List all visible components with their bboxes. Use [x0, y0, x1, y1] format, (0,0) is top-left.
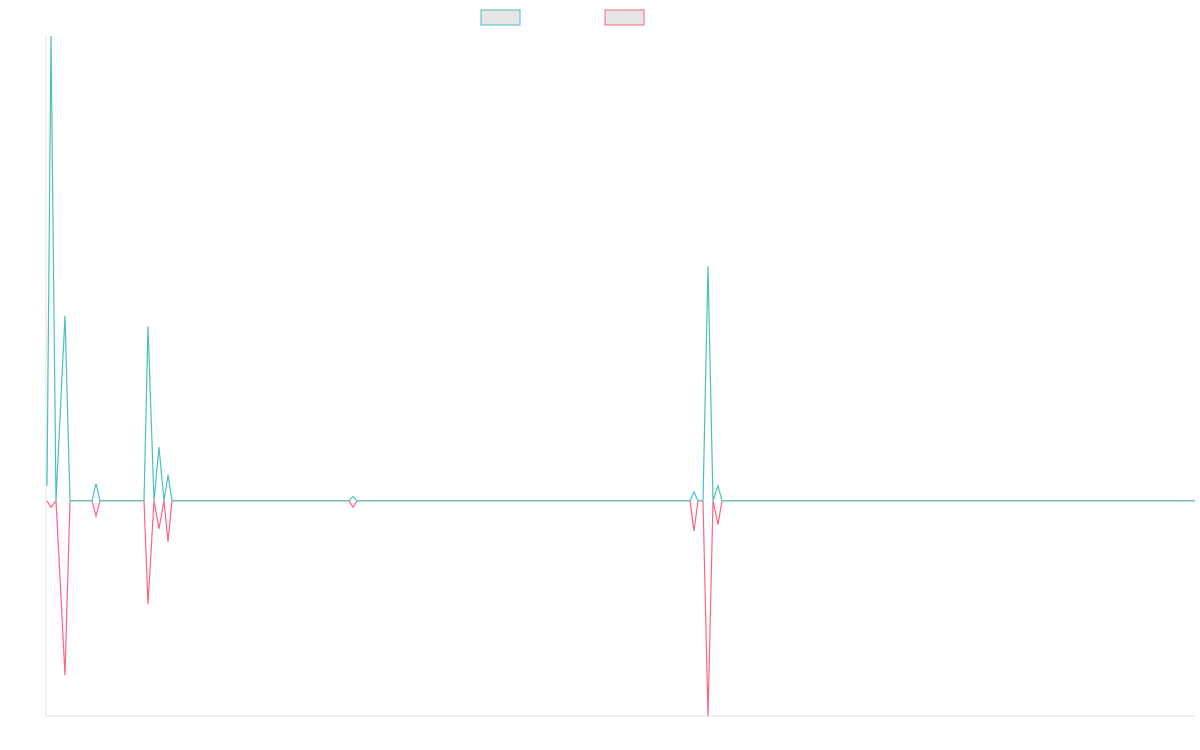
legend-swatch	[480, 9, 521, 26]
line	[46, 499, 1195, 717]
line	[46, 35, 1195, 502]
legend-swatch	[604, 9, 645, 26]
